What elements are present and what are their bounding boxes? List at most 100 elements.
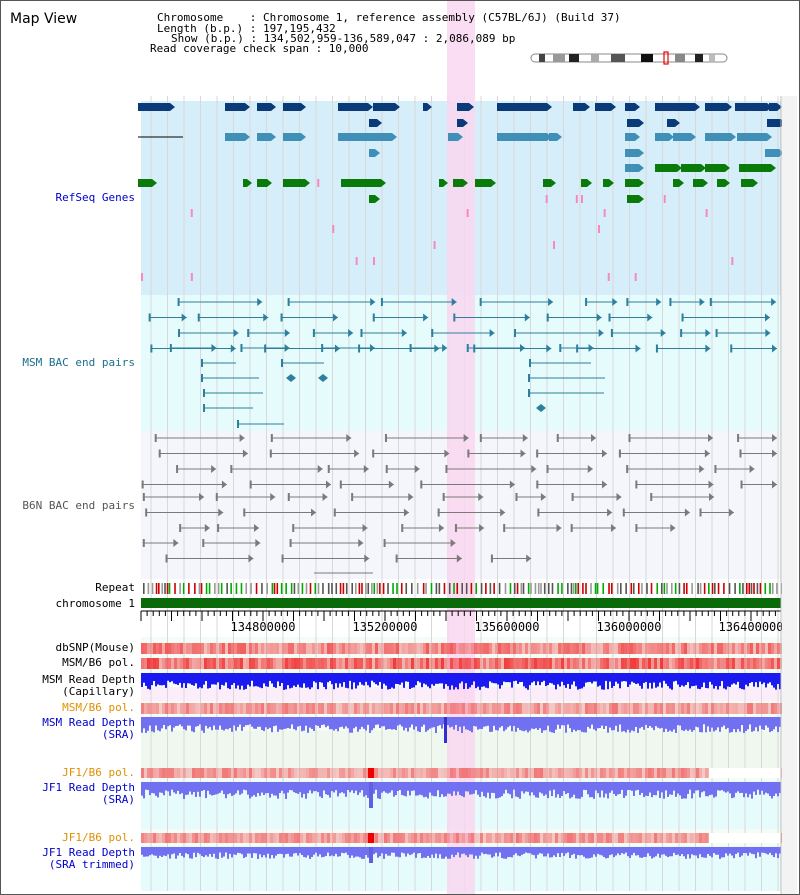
bac-end-right: [526, 554, 532, 563]
repeat-mark: [314, 583, 317, 594]
refseq-genes-label[interactable]: RefSeq Genes: [55, 191, 135, 204]
depth-bar: [193, 673, 195, 686]
heat-cell: [183, 703, 186, 714]
depth-bar: [219, 847, 221, 853]
depth-bar: [177, 717, 179, 726]
heat-cell: [549, 703, 552, 714]
bac-end-left: [681, 313, 684, 322]
refseq-minor-feature: [190, 273, 193, 281]
bac-end-left: [655, 344, 658, 353]
heat-cell: [330, 768, 333, 778]
repeat-mark: [261, 583, 263, 594]
repeat-mark: [717, 583, 720, 594]
bac-end-left: [737, 434, 740, 442]
depth-bar: [463, 673, 465, 689]
heat-cell: [258, 833, 261, 843]
depth-bar: [343, 782, 345, 794]
depth-bar: [221, 717, 223, 730]
depth-bar: [751, 673, 753, 683]
depth-bar: [237, 717, 239, 728]
ideogram-band: [709, 54, 715, 62]
heat-cell: [756, 703, 759, 714]
heat-cell: [606, 703, 609, 714]
heat-cell: [174, 658, 177, 669]
heat-cell: [597, 643, 600, 654]
depth-bar: [569, 847, 571, 858]
heat-cell: [612, 703, 615, 714]
heat-cell: [252, 658, 255, 669]
depth-bar: [293, 782, 295, 793]
bac-end-left: [287, 298, 290, 306]
heat-cell: [771, 703, 774, 714]
bac-end-left: [529, 359, 531, 367]
heat-cell: [696, 658, 699, 669]
depth-bar: [359, 782, 361, 793]
bac-end-right: [204, 524, 210, 532]
bac-end-right: [699, 298, 705, 306]
gene-feature: [549, 133, 557, 141]
depth-bar: [573, 717, 575, 730]
bac-end-left: [528, 374, 530, 382]
heat-cell: [555, 703, 558, 714]
heat-cell: [636, 768, 639, 778]
depth-bar: [601, 673, 603, 690]
b6n-bac-label[interactable]: B6N BAC end pairs: [22, 499, 135, 512]
depth-bar: [713, 717, 715, 732]
bac-end-left: [714, 465, 717, 473]
heat-cell: [477, 703, 480, 714]
depth-bar: [613, 717, 615, 731]
heat-cell: [255, 658, 258, 669]
heat-cell: [276, 833, 279, 843]
repeat-mark: [703, 583, 706, 594]
heat-cell: [549, 658, 552, 669]
heat-cell: [561, 833, 564, 843]
jf1-depth-trimmed-sublabel: (SRA trimmed): [48, 858, 135, 871]
heat-cell: [603, 703, 606, 714]
depth-bar: [517, 847, 519, 856]
depth-bar: [531, 673, 533, 683]
depth-bar: [317, 673, 319, 690]
depth-bar: [621, 847, 623, 854]
depth-bar: [227, 717, 229, 730]
bac-end-right: [765, 329, 771, 337]
bac-end-right: [520, 344, 526, 352]
msm-bac-label[interactable]: MSM BAC end pairs: [22, 356, 135, 369]
heat-cell: [234, 703, 237, 714]
heat-cell: [558, 703, 561, 714]
repeat-mark: [771, 583, 774, 594]
heat-cell: [261, 658, 264, 669]
heat-cell: [738, 643, 741, 654]
heat-cell: [171, 643, 174, 654]
heat-cell: [438, 768, 441, 778]
repeat-mark: [235, 583, 238, 594]
depth-bar: [515, 673, 517, 681]
ideogram-band: [695, 54, 703, 62]
depth-bar: [635, 717, 637, 727]
heat-cell: [144, 833, 147, 843]
heat-peak: [368, 768, 374, 778]
depth-bar: [289, 847, 291, 857]
heat-cell: [237, 833, 240, 843]
repeat-mark: [255, 583, 258, 594]
bac-end-left: [289, 539, 292, 547]
repeat-mark: [543, 583, 546, 594]
depth-bar: [559, 717, 561, 729]
heat-cell: [546, 658, 549, 669]
heat-cell: [198, 643, 201, 654]
repeat-mark: [470, 583, 473, 594]
depth-bar: [739, 717, 741, 732]
depth-bar: [275, 717, 277, 726]
depth-bar: [557, 847, 559, 854]
depth-bar: [769, 847, 771, 853]
depth-bar: [699, 717, 701, 733]
bac-end-left: [528, 389, 530, 397]
depth-bar: [687, 847, 689, 855]
heat-cell: [267, 833, 270, 843]
heat-cell: [621, 658, 624, 669]
depth-bar: [273, 717, 275, 727]
bac-end-right: [772, 449, 777, 458]
depth-bar: [585, 717, 587, 733]
bac-end-right: [607, 508, 613, 517]
heat-cell: [141, 643, 144, 654]
